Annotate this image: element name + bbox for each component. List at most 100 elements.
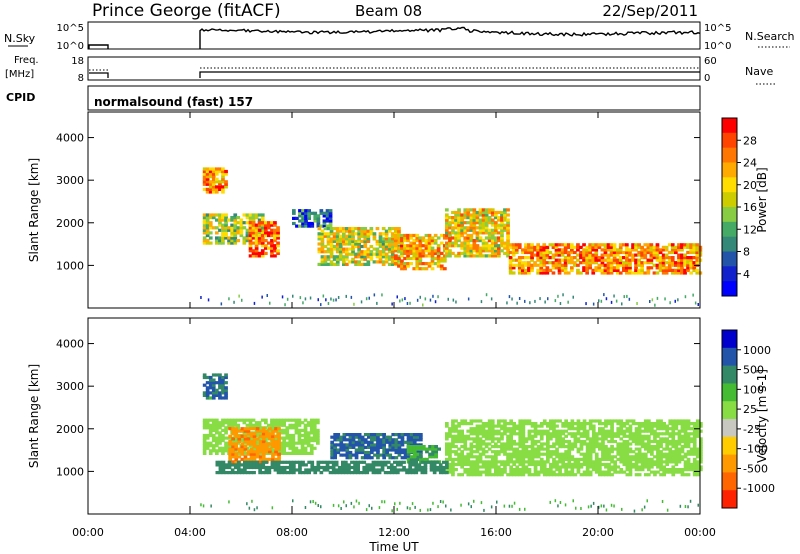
data-cell: [640, 452, 645, 456]
data-cell: [478, 460, 483, 464]
data-cell: [604, 473, 608, 477]
data-cell: [487, 228, 492, 232]
data-cell: [457, 473, 461, 477]
data-cell: [699, 424, 703, 428]
data-cell: [533, 460, 538, 464]
data-cell: [651, 298, 654, 302]
data-cell: [251, 228, 256, 232]
data-cell: [677, 243, 681, 247]
data-cell: [689, 250, 693, 255]
data-cell: [656, 442, 660, 446]
data-cell: [594, 245, 599, 249]
data-cell: [378, 257, 383, 261]
data-cell: [348, 443, 353, 447]
data-cell: [585, 245, 589, 249]
data-cell: [261, 465, 266, 470]
data-cell: [323, 255, 328, 259]
data-cell: [415, 452, 420, 456]
data-cell: [255, 452, 260, 456]
data-cell: [503, 427, 507, 431]
data-cell: [689, 271, 693, 275]
data-cell: [397, 233, 401, 238]
nsky-trace: [88, 26, 701, 49]
data-cell: [514, 250, 519, 255]
data-cell: [221, 228, 225, 232]
data-cell: [610, 450, 614, 454]
data-cell: [546, 457, 550, 461]
data-cell: [484, 462, 489, 467]
data-cell: [603, 263, 608, 267]
data-cell: [671, 445, 676, 449]
data-cell: [604, 434, 608, 438]
data-cell: [585, 447, 590, 451]
data-cell: [260, 213, 265, 217]
data-cell: [484, 424, 489, 428]
data-cell: [367, 445, 371, 449]
data-cell: [475, 246, 480, 250]
data-cell: [594, 470, 599, 474]
data-cell: [230, 468, 235, 472]
data-cell: [202, 433, 207, 438]
data-cell: [330, 445, 334, 449]
data-cell: [646, 250, 651, 255]
data-cell: [637, 442, 642, 446]
data-cell: [500, 249, 504, 253]
data-cell: [582, 457, 587, 461]
data-cell: [205, 433, 210, 438]
data-cell: [345, 250, 349, 254]
data-cell: [230, 223, 234, 227]
data-cell: [643, 434, 648, 438]
data-cell: [674, 462, 679, 467]
data-cell: [695, 468, 700, 472]
data-cell: [451, 419, 455, 423]
data-cell: [316, 433, 320, 438]
data-cell: [373, 445, 377, 449]
data-cell: [503, 218, 507, 222]
data-cell: [202, 218, 207, 222]
data-cell: [396, 468, 400, 472]
data-cell: [509, 432, 513, 436]
data-cell: [394, 229, 398, 233]
data-cell: [622, 422, 627, 426]
data-cell: [662, 473, 666, 477]
data-cell: [260, 239, 265, 243]
data-cell: [215, 451, 219, 455]
data-cell: [460, 246, 464, 250]
data-cell: [662, 427, 666, 431]
data-cell: [641, 508, 643, 512]
data-cell: [221, 449, 225, 453]
data-cell: [403, 440, 408, 444]
data-cell: [224, 463, 229, 467]
data-cell: [437, 447, 441, 451]
data-cell: [598, 468, 602, 472]
data-cell: [409, 251, 413, 255]
data-cell: [475, 251, 480, 255]
data-cell: [515, 452, 520, 456]
data-cell: [438, 463, 443, 467]
data-cell: [643, 445, 648, 449]
data-cell: [674, 455, 679, 459]
data-cell: [348, 453, 353, 457]
data-cell: [521, 248, 525, 252]
data-cell: [436, 254, 441, 258]
data-cell: [481, 228, 486, 232]
data-cell: [494, 254, 498, 258]
data-cell: [466, 213, 471, 217]
data-cell: [665, 429, 669, 433]
data-cell: [631, 243, 635, 247]
data-cell: [558, 460, 562, 464]
data-cell: [478, 236, 483, 240]
data-cell: [530, 263, 534, 267]
data-cell: [478, 473, 483, 477]
data-cell: [643, 256, 648, 260]
data-cell: [677, 266, 681, 270]
data-cell: [320, 237, 325, 241]
data-cell: [588, 263, 592, 267]
data-cell: [297, 451, 302, 455]
data-cell: [601, 427, 605, 431]
data-cell: [646, 499, 648, 503]
data-cell: [607, 450, 611, 454]
data-cell: [542, 243, 547, 247]
data-cell: [674, 424, 679, 428]
data-cell: [329, 244, 334, 249]
